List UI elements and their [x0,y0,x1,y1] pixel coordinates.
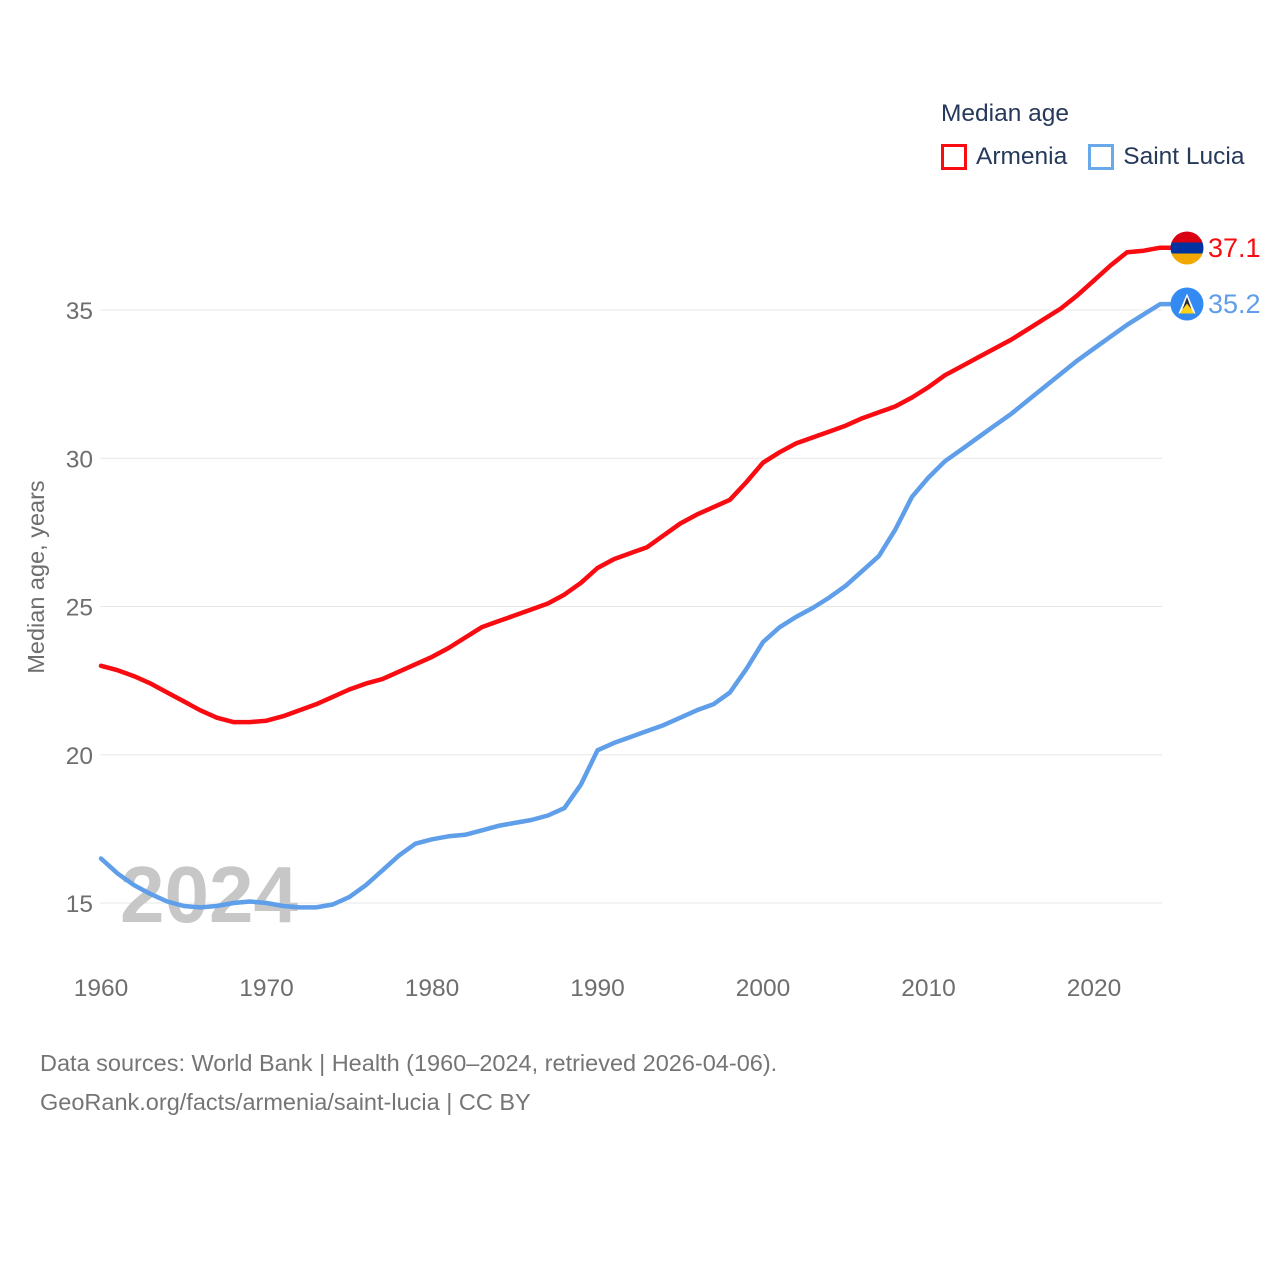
x-tick-label: 1990 [570,975,625,1002]
legend-label-saint-lucia: Saint Lucia [1123,143,1245,170]
y-tick-label: 25 [66,595,93,622]
x-tick-label: 1960 [74,975,129,1002]
sources-line: Data sources: World Bank | Health (1960–… [40,1050,778,1076]
armenia-end-value: 37.1 [1208,233,1261,263]
legend-title: Median age [941,100,1070,127]
y-tick-label: 20 [66,743,93,770]
legend-items: Armenia Saint Lucia [941,143,1244,171]
legend: Median age Armenia Saint Lucia [941,100,1244,171]
x-tick-label: 2020 [1067,975,1122,1002]
x-tick-label: 2000 [736,975,791,1002]
legend-item-saint-lucia[interactable]: Saint Lucia [1088,143,1244,171]
saint-lucia-flag-icon [1170,287,1204,321]
legend-item-armenia[interactable]: Armenia [941,143,1067,171]
armenia-swatch-icon [941,144,967,170]
x-ticks: 1960 1970 1980 1990 2000 2010 2020 [74,975,1122,1002]
y-tick-label: 35 [66,298,93,325]
armenia-flag-icon [1170,231,1204,265]
legend-label-armenia: Armenia [976,143,1068,170]
y-tick-label: 15 [66,891,93,918]
y-ticks: 15 20 25 30 35 [66,298,93,918]
y-tick-label: 30 [66,446,93,473]
y-axis-title: Median age, years [23,480,49,673]
attribution-line: GeoRank.org/facts/armenia/saint-lucia | … [40,1089,531,1115]
saint-lucia-swatch-icon [1088,144,1115,170]
armenia-line[interactable] [98,245,1174,725]
saint-lucia-line[interactable] [98,301,1174,910]
data-sources: Data sources: World Bank | Health (1960–… [40,1044,777,1122]
x-tick-label: 1980 [405,975,460,1002]
x-tick-label: 2010 [901,975,956,1002]
saint-lucia-end-value: 35.2 [1208,289,1261,319]
gridlines [100,309,1162,904]
x-tick-label: 1970 [239,975,294,1002]
